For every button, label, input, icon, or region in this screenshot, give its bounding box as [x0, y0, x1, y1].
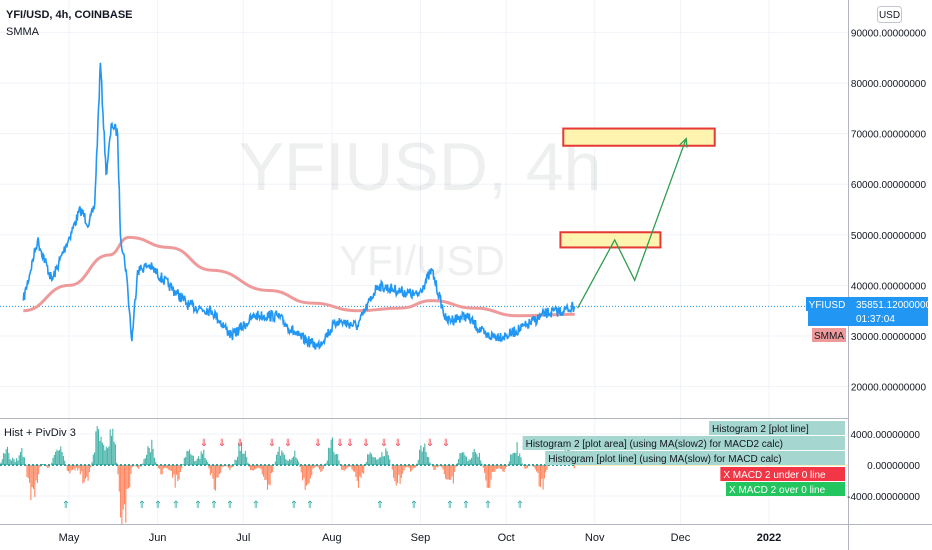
smma-tag: SMMA [812, 328, 846, 342]
up-arrow-icon: ⇑ [306, 500, 314, 511]
symbol-tag-bg [806, 297, 848, 311]
sub-tick-label: 4000.00000000 [850, 430, 920, 441]
price-tick-label: 20000.00000000 [851, 383, 927, 394]
down-arrow-icon: ⇓ [336, 438, 344, 449]
time-tick-label: May [59, 532, 80, 544]
legend-item-bg [709, 421, 845, 435]
sub-tick-label: -4000.00000000 [847, 492, 920, 503]
price-tick-label: 60000.00000000 [851, 180, 927, 191]
last-price-value: 35851.12000000 [856, 300, 932, 311]
down-arrow-icon: ⇓ [236, 438, 244, 449]
smma-tag-bg [812, 328, 846, 342]
up-arrow-icon: ⇑ [226, 500, 234, 511]
price-tick-label: 30000.00000000 [851, 332, 927, 343]
currency-button-frame[interactable] [877, 6, 902, 23]
legend-item-label: Histogram 2 [plot line] [712, 424, 809, 435]
indicator-label[interactable]: SMMA [6, 26, 40, 38]
sub-tick-label: 0.00000000 [867, 461, 920, 472]
time-tick-label: Jul [236, 532, 250, 544]
price-tick-label: 40000.00000000 [851, 281, 927, 292]
smma-tag-label: SMMA [814, 331, 844, 342]
time-tick-label: Aug [322, 532, 342, 544]
target-zones[interactable] [559, 127, 716, 249]
legend-item-bg [545, 451, 845, 465]
down-arrow-icon: ⇓ [346, 438, 354, 449]
up-arrow-icon: ⇑ [484, 500, 492, 511]
price-axis[interactable]: 90000.00000000 80000.00000000 70000.000000… [851, 28, 927, 393]
time-tick-label: Jun [149, 532, 167, 544]
down-arrow-icon: ⇓ [314, 438, 322, 449]
time-tick-label: 2022 [757, 532, 781, 544]
down-arrow-icon: ⇓ [284, 438, 292, 449]
up-arrow-icon: ⇑ [462, 500, 470, 511]
legend-item-bg [726, 482, 845, 496]
time-axis[interactable]: May Jun Jul Aug Sep Oct Nov Dec 2022 [59, 532, 782, 544]
up-arrow-icon: ⇑ [172, 500, 180, 511]
up-arrow-icon: ⇑ [290, 500, 298, 511]
down-arrow-icon: ⇓ [362, 438, 370, 449]
currency-button-label[interactable]: USD [879, 10, 900, 21]
down-arrow-icon: ⇓ [442, 438, 450, 449]
projection-line[interactable] [577, 138, 687, 309]
up-arrow-icon: ⇑ [446, 500, 454, 511]
time-tick-label: Oct [498, 532, 515, 544]
watermark-sub: YFI/USD [339, 237, 505, 284]
up-arrow-icon: ⇑ [62, 500, 70, 511]
target-zone [562, 127, 716, 147]
projection-arrowhead [679, 137, 688, 148]
up-arrow-icon: ⇑ [154, 500, 162, 511]
time-tick-label: Nov [585, 532, 605, 544]
up-arrow-icon: ⇑ [410, 500, 418, 511]
legend-item-bg [522, 436, 845, 450]
price-tick-label: 50000.00000000 [851, 231, 927, 242]
down-arrow-icon: ⇓ [200, 438, 208, 449]
price-tick-label: 70000.00000000 [851, 130, 927, 141]
price-line [22, 62, 576, 350]
currency-button[interactable]: USD [877, 6, 902, 23]
main-pane[interactable] [0, 62, 848, 350]
histogram-bars [0, 426, 848, 524]
legend-item-bg [720, 467, 845, 481]
legend-item-label: Histogram 2 [plot area] (using MA(slow2)… [526, 439, 783, 450]
up-arrow-icon: ⇑ [138, 500, 146, 511]
target-zone [559, 231, 662, 249]
watermark: YFIUSD, 4h YFI/USD [239, 129, 602, 284]
down-arrow-icon: ⇓ [426, 438, 434, 449]
legend-item-label: X MACD 2 under 0 line [723, 470, 826, 481]
smma-line [23, 235, 575, 318]
watermark-main: YFIUSD, 4h [239, 129, 602, 205]
time-tick-label: Sep [411, 532, 431, 544]
up-arrow-icon: ⇑ [516, 500, 524, 511]
price-tick-label: 80000.00000000 [851, 79, 927, 90]
up-arrow-icon: ⇑ [252, 500, 260, 511]
up-arrow-icon: ⇑ [376, 500, 384, 511]
sub-price-axis[interactable]: 4000.00000000 0.00000000 -4000.00000000 [847, 430, 920, 503]
time-tick-label: Dec [671, 532, 691, 544]
last-price-tag: YFIUSD 35851.12000000 01:37:04 [806, 297, 932, 326]
legend-item-label: Histogram [plot line] (using MA(slow) fo… [548, 454, 781, 465]
legend-item-label: X MACD 2 over 0 line [729, 485, 826, 496]
down-arrow-icon: ⇓ [394, 438, 402, 449]
sub-legend: Histogram 2 [plot line] Histogram 2 [plot… [522, 421, 845, 496]
up-arrow-icon: ⇑ [210, 500, 218, 511]
down-arrow-icon: ⇓ [268, 438, 276, 449]
price-tick-label: 90000.00000000 [851, 28, 927, 39]
down-arrow-icon: ⇓ [218, 438, 226, 449]
symbol-tag: YFIUSD [809, 300, 846, 311]
down-arrow-icon: ⇓ [380, 438, 388, 449]
symbol-title[interactable]: YFI/USD, 4h, COINBASE [6, 9, 133, 21]
bar-countdown: 01:37:04 [856, 314, 895, 325]
up-arrow-icon: ⇑ [194, 500, 202, 511]
sub-pane[interactable]: ⇓⇓⇓⇓⇓⇓⇓⇓⇓⇓⇓⇓⇓⇓⇓⇓⇑⇑⇑⇑⇑⇑⇑⇑⇑⇑⇑⇑⇑⇑⇑⇑ Histogr… [0, 421, 848, 524]
sub-pane-title[interactable]: Hist + PivDiv 3 [4, 427, 76, 439]
